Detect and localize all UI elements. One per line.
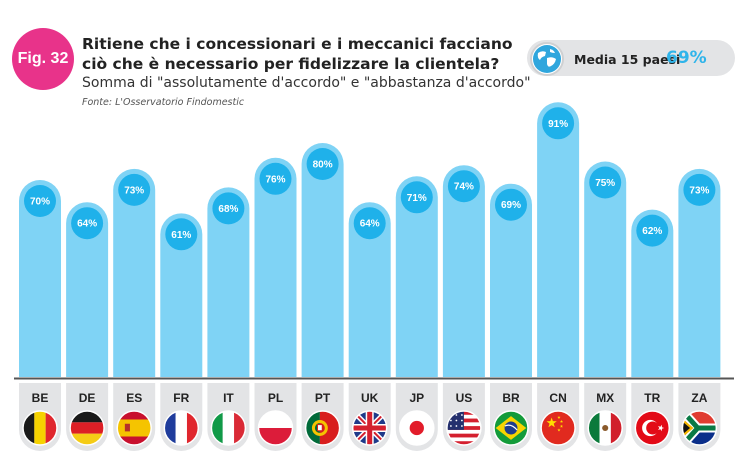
bar-es [113, 168, 156, 377]
value-bubble-uk [353, 207, 386, 240]
value-label-br: 69% [501, 200, 521, 211]
category-label-br: BR [502, 391, 520, 405]
portugal-flag [304, 410, 341, 446]
bar-de [66, 202, 109, 377]
bar-fr [160, 213, 203, 377]
category-label-mx: MX [596, 391, 614, 405]
bar-cn [537, 102, 580, 377]
chart-title: Ritiene che i concessionari e i meccanic… [82, 35, 513, 73]
category-label-tr: TR [644, 391, 660, 405]
category-label-it: IT [223, 391, 234, 405]
value-label-cn: 91% [548, 119, 568, 130]
category-label-fr: FR [173, 391, 189, 405]
value-bubble-be [24, 185, 56, 217]
japan-flag [399, 410, 435, 446]
chart-source: Fonte: L'Osservatorio Findomestic [82, 97, 245, 108]
value-label-jp: 71% [407, 193, 427, 204]
belgium-flag [22, 410, 58, 446]
bar-be [19, 180, 61, 377]
value-bubble-it [212, 192, 245, 225]
value-label-mx: 75% [595, 178, 615, 189]
turkey-flag [634, 410, 671, 446]
value-label-fr: 61% [171, 230, 191, 241]
value-label-de: 64% [77, 219, 97, 230]
average-label: Media 15 paesi [574, 52, 681, 67]
value-label-be: 70% [30, 197, 50, 208]
category-label-uk: UK [361, 391, 379, 405]
value-bubble-tr [636, 214, 669, 247]
category-label-za: ZA [691, 391, 707, 405]
value-bubble-jp [400, 181, 433, 214]
value-label-za: 73% [689, 185, 709, 196]
value-label-tr: 62% [642, 226, 662, 237]
category-label-de: DE [79, 391, 96, 405]
value-bubble-fr [165, 218, 198, 251]
spain-flag [116, 410, 152, 446]
category-label-es: ES [126, 391, 142, 405]
uk-flag [351, 410, 388, 446]
bar-mx [584, 161, 627, 377]
value-bubble-us [447, 170, 480, 203]
brazil-flag [493, 410, 529, 446]
bar-za [678, 168, 721, 377]
category-label-pl: PL [268, 391, 283, 405]
value-bubble-pl [259, 162, 292, 195]
value-bubble-pt [306, 148, 339, 180]
bar-pt [301, 143, 344, 377]
bar-tr [631, 209, 674, 377]
category-label-pt: PT [315, 391, 331, 405]
category-label-us: US [456, 391, 473, 405]
value-bubble-br [495, 188, 527, 221]
value-label-us: 74% [454, 182, 474, 193]
value-bubble-cn [542, 107, 575, 140]
category-label-jp: JP [409, 391, 424, 405]
value-label-uk: 64% [360, 219, 380, 230]
value-bubble-es [118, 173, 151, 206]
bar-br [490, 183, 532, 377]
usa-flag [446, 410, 482, 446]
germany-flag [69, 410, 105, 446]
france-flag [163, 410, 200, 446]
chart-subtitle: Somma di "assolutamente d'accordo" e "ab… [82, 75, 531, 91]
value-label-es: 73% [124, 185, 144, 196]
bar-pl [254, 157, 297, 377]
value-bubble-mx [589, 166, 622, 199]
bar-it [207, 187, 250, 377]
figure-badge: Fig. 32 [12, 28, 74, 90]
china-flag [540, 410, 576, 446]
poland-flag [257, 410, 294, 446]
value-bubble-de [71, 207, 104, 240]
value-label-pl: 76% [265, 174, 285, 185]
globe-icon [530, 42, 564, 76]
value-bubble-za [683, 173, 716, 206]
italy-flag [210, 410, 247, 446]
mexico-flag [587, 410, 623, 446]
bar-jp [395, 176, 438, 377]
category-label-be: BE [32, 391, 49, 405]
bar-uk [348, 202, 391, 377]
value-label-pt: 80% [313, 160, 333, 171]
south-africa-flag [681, 410, 718, 446]
average-value: 69% [666, 48, 707, 68]
category-label-cn: CN [549, 391, 566, 405]
value-label-it: 68% [218, 204, 238, 215]
bar-us [442, 165, 485, 377]
